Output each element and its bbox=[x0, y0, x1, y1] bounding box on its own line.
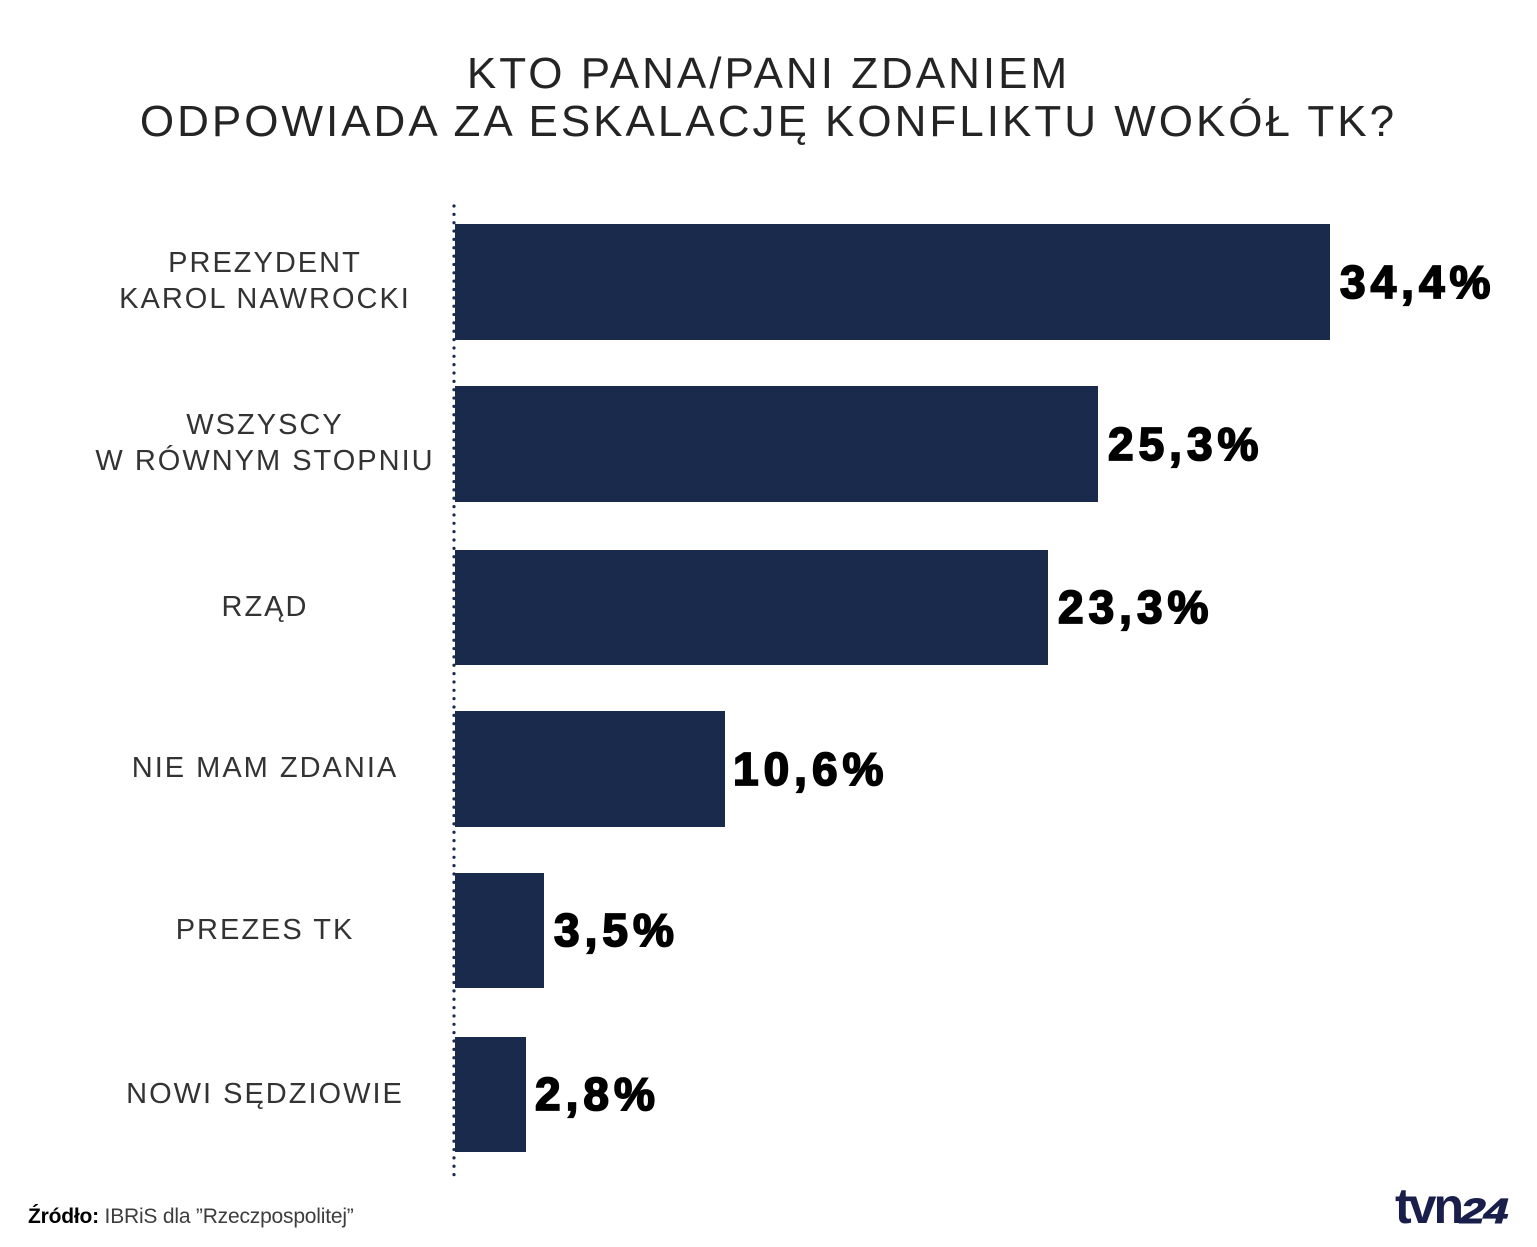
svg-text:24: 24 bbox=[1456, 1192, 1515, 1231]
svg-text:tvn: tvn bbox=[1395, 1180, 1461, 1232]
